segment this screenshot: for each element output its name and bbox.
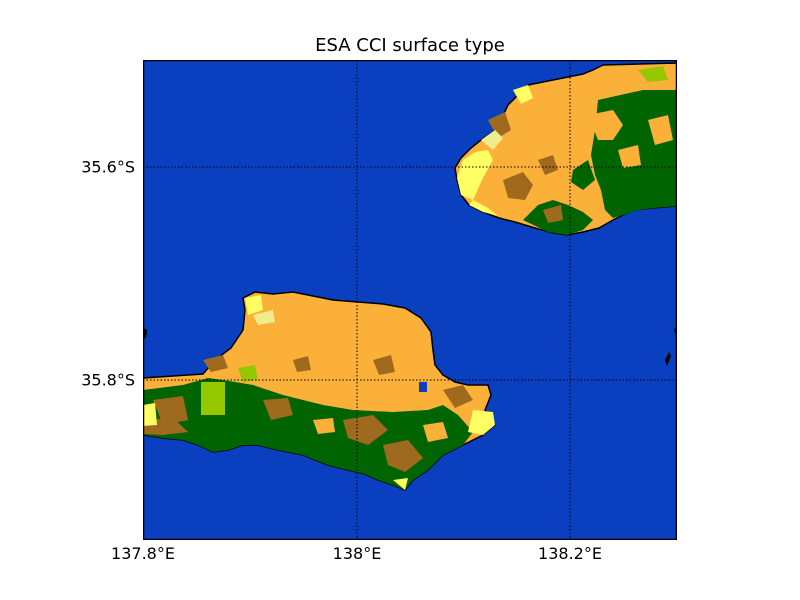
y-tick-label: 35.8°S <box>81 370 135 390</box>
map-panel[interactable] <box>143 60 677 540</box>
map-title: ESA CCI surface type <box>315 35 505 56</box>
surface-type-map <box>143 60 677 540</box>
x-tick-label: 138.2°E <box>538 544 602 563</box>
map-border <box>143 60 677 540</box>
islet <box>665 352 671 366</box>
x-tick-label: 137.8°E <box>111 544 175 563</box>
x-tick-label: 138°E <box>332 544 382 563</box>
gridlines <box>143 60 677 540</box>
y-tick-label: 35.6°S <box>81 157 135 177</box>
kangaroo-island <box>143 291 496 491</box>
